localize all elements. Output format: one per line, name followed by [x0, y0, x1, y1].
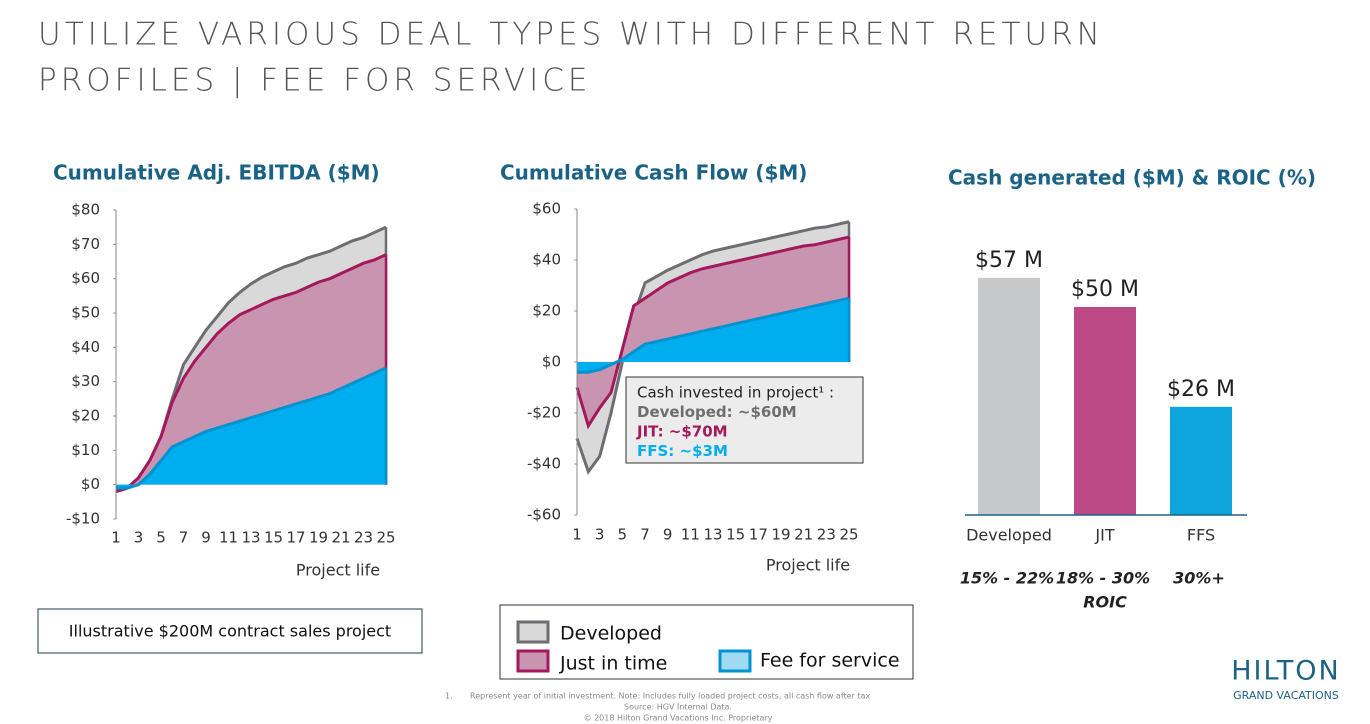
legend-swatch — [516, 649, 550, 673]
footnote-marker: 1. — [445, 692, 453, 701]
legend-label: Developed — [560, 623, 662, 645]
y-tick-label: $10 — [71, 441, 100, 459]
x-tick-label: 25 — [376, 529, 395, 547]
y-tick-label: $50 — [71, 304, 100, 322]
chart-title: Cumulative Adj. EBITDA ($M) — [53, 161, 380, 185]
y-tick-label: -$20 — [527, 404, 561, 422]
x-axis-label: Project life — [766, 556, 850, 575]
y-tick-label: $60 — [532, 200, 561, 218]
x-tick-label: 7 — [179, 529, 189, 547]
legend-label: Just in time — [559, 653, 667, 675]
y-tick-label: -$10 — [66, 510, 100, 528]
x-tick-label: 19 — [771, 526, 790, 544]
slide-title: PROFILES | FEE FOR SERVICE — [38, 63, 591, 99]
chart-title: Cash generated ($M) & ROIC (%) — [948, 166, 1316, 190]
chart-title: Cumulative Cash Flow ($M) — [500, 161, 807, 185]
area-line — [577, 296, 850, 374]
x-tick-label: Developed — [966, 526, 1052, 545]
y-tick-label: $0 — [81, 475, 100, 493]
legend-box — [499, 604, 914, 680]
logo-name: HILTON — [1231, 656, 1341, 687]
x-tick-label: 23 — [354, 529, 373, 547]
annotation-text: FFS: ~$3M — [637, 442, 728, 460]
annotation-text: JIT: ~$70M — [636, 423, 728, 441]
x-tick-label: 1 — [111, 529, 121, 547]
x-tick-label: 15 — [264, 529, 283, 547]
x-tick-label: 25 — [839, 526, 858, 544]
note-box — [37, 608, 423, 654]
x-tick-label: 11 — [219, 529, 238, 547]
footnote-text: Represent year of initial investment. No… — [470, 692, 870, 701]
x-tick-label: 3 — [134, 529, 144, 547]
x-tick-label: FFS — [1187, 526, 1215, 545]
note-text: Illustrative $200M contract sales projec… — [69, 622, 391, 641]
y-tick-label: -$40 — [527, 455, 561, 473]
x-tick-label: 13 — [241, 529, 260, 547]
x-tick-label: 5 — [156, 529, 166, 547]
logo-tagline: GRAND VACATIONS — [1233, 689, 1339, 702]
bar — [1170, 406, 1232, 515]
y-tick-label: -$60 — [527, 506, 561, 524]
area-line — [575, 235, 850, 430]
bar — [978, 277, 1040, 515]
y-tick-label: $20 — [71, 407, 100, 425]
area-line — [116, 366, 387, 490]
area-line — [115, 253, 387, 493]
x-tick-label: 21 — [794, 526, 813, 544]
area — [577, 298, 849, 373]
legend-swatch — [516, 620, 550, 644]
x-tick-label: 1 — [572, 526, 582, 544]
x-tick-label: JIT — [1094, 526, 1114, 545]
bar — [1074, 307, 1136, 515]
y-tick-label: $60 — [71, 269, 100, 287]
value-label: $57 M — [975, 248, 1043, 273]
y-tick-label: $30 — [71, 372, 100, 390]
annotation-box — [625, 376, 864, 464]
x-tick-label: 13 — [703, 526, 722, 544]
x-tick-label: 5 — [618, 526, 628, 544]
legend-label: Fee for service — [760, 650, 900, 672]
x-tick-label: 19 — [309, 529, 328, 547]
value-label: $26 M — [1167, 377, 1235, 402]
x-tick-label: 9 — [201, 529, 211, 547]
annotation-text: Developed: ~$60M — [637, 403, 797, 421]
y-tick-label: $40 — [532, 251, 561, 269]
x-tick-label: 23 — [817, 526, 836, 544]
x-tick-label: 11 — [681, 526, 700, 544]
x-tick-label: 21 — [331, 529, 350, 547]
roic-label: 18% - 30% — [1056, 569, 1150, 588]
annotation-text: Cash invested in project¹ : — [637, 384, 834, 402]
y-tick-label: $80 — [71, 201, 100, 219]
roic-caption: ROIC — [1083, 593, 1127, 612]
y-tick-label: $40 — [71, 338, 100, 356]
x-axis-label: Project life — [296, 561, 380, 580]
footnote-source: Source: HGV Internal Data. — [624, 703, 732, 712]
value-label: $50 M — [1071, 277, 1139, 302]
roic-label: 15% - 22% — [960, 569, 1054, 588]
x-tick-label: 7 — [640, 526, 650, 544]
copyright: © 2018 Hilton Grand Vacations Inc. Propr… — [584, 714, 773, 723]
x-tick-label: 17 — [749, 526, 768, 544]
slide-title: UTILIZE VARIOUS DEAL TYPES WITH DIFFEREN… — [38, 17, 1104, 53]
x-tick-label: 9 — [663, 526, 673, 544]
x-tick-label: 17 — [286, 529, 305, 547]
y-tick-label: $20 — [532, 302, 561, 320]
x-tick-label: 3 — [595, 526, 605, 544]
legend-swatch — [718, 649, 752, 673]
roic-label: 30%+ — [1173, 569, 1225, 588]
y-tick-label: $70 — [71, 235, 100, 253]
x-tick-label: 15 — [726, 526, 745, 544]
y-tick-label: $0 — [542, 353, 561, 371]
